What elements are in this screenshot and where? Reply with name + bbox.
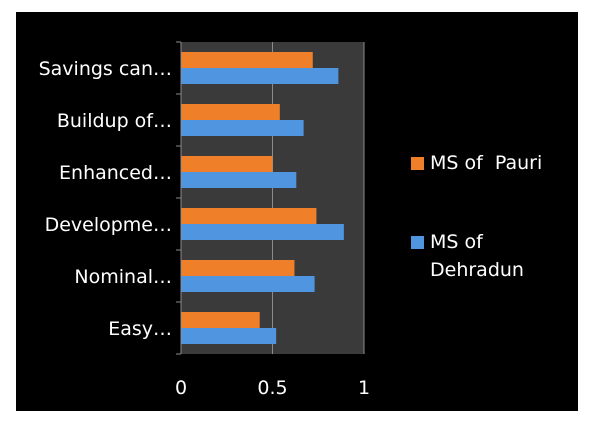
bar-pauri (181, 208, 317, 224)
bar-dehradun (181, 276, 315, 292)
bar-pauri (181, 156, 273, 172)
legend-label-dehradun-line1: MS of (430, 231, 483, 253)
category-label: Savings can… (39, 58, 172, 80)
legend-label-dehradun-line2: Dehradun (430, 259, 524, 281)
category-label: Developme… (45, 214, 172, 236)
bar-dehradun (181, 68, 339, 84)
x-tick-label: 0.5 (257, 377, 287, 399)
bar-dehradun (181, 328, 277, 344)
category-label: Nominal… (74, 266, 172, 288)
legend-label-pauri: MS of Pauri (430, 152, 543, 174)
chart-frame: Savings can… Buildup of… Enhanced… Developm… (16, 12, 578, 411)
category-label: Enhanced… (59, 162, 172, 184)
bar-pauri (181, 260, 295, 276)
bar-dehradun (181, 120, 304, 136)
bar-pauri (181, 104, 280, 120)
legend-swatch-dehradun (411, 236, 424, 249)
bar-pauri (181, 52, 313, 68)
bar-dehradun (181, 224, 344, 240)
x-tick-label: 0 (175, 377, 187, 399)
bar-pauri (181, 312, 260, 328)
category-label: Easy… (108, 318, 172, 340)
bar-dehradun (181, 172, 297, 188)
x-tick-label: 1 (358, 377, 370, 399)
category-label: Buildup of… (57, 110, 172, 132)
bar-chart: Savings can… Buildup of… Enhanced… Developm… (39, 41, 370, 399)
legend-swatch-pauri (411, 157, 424, 170)
